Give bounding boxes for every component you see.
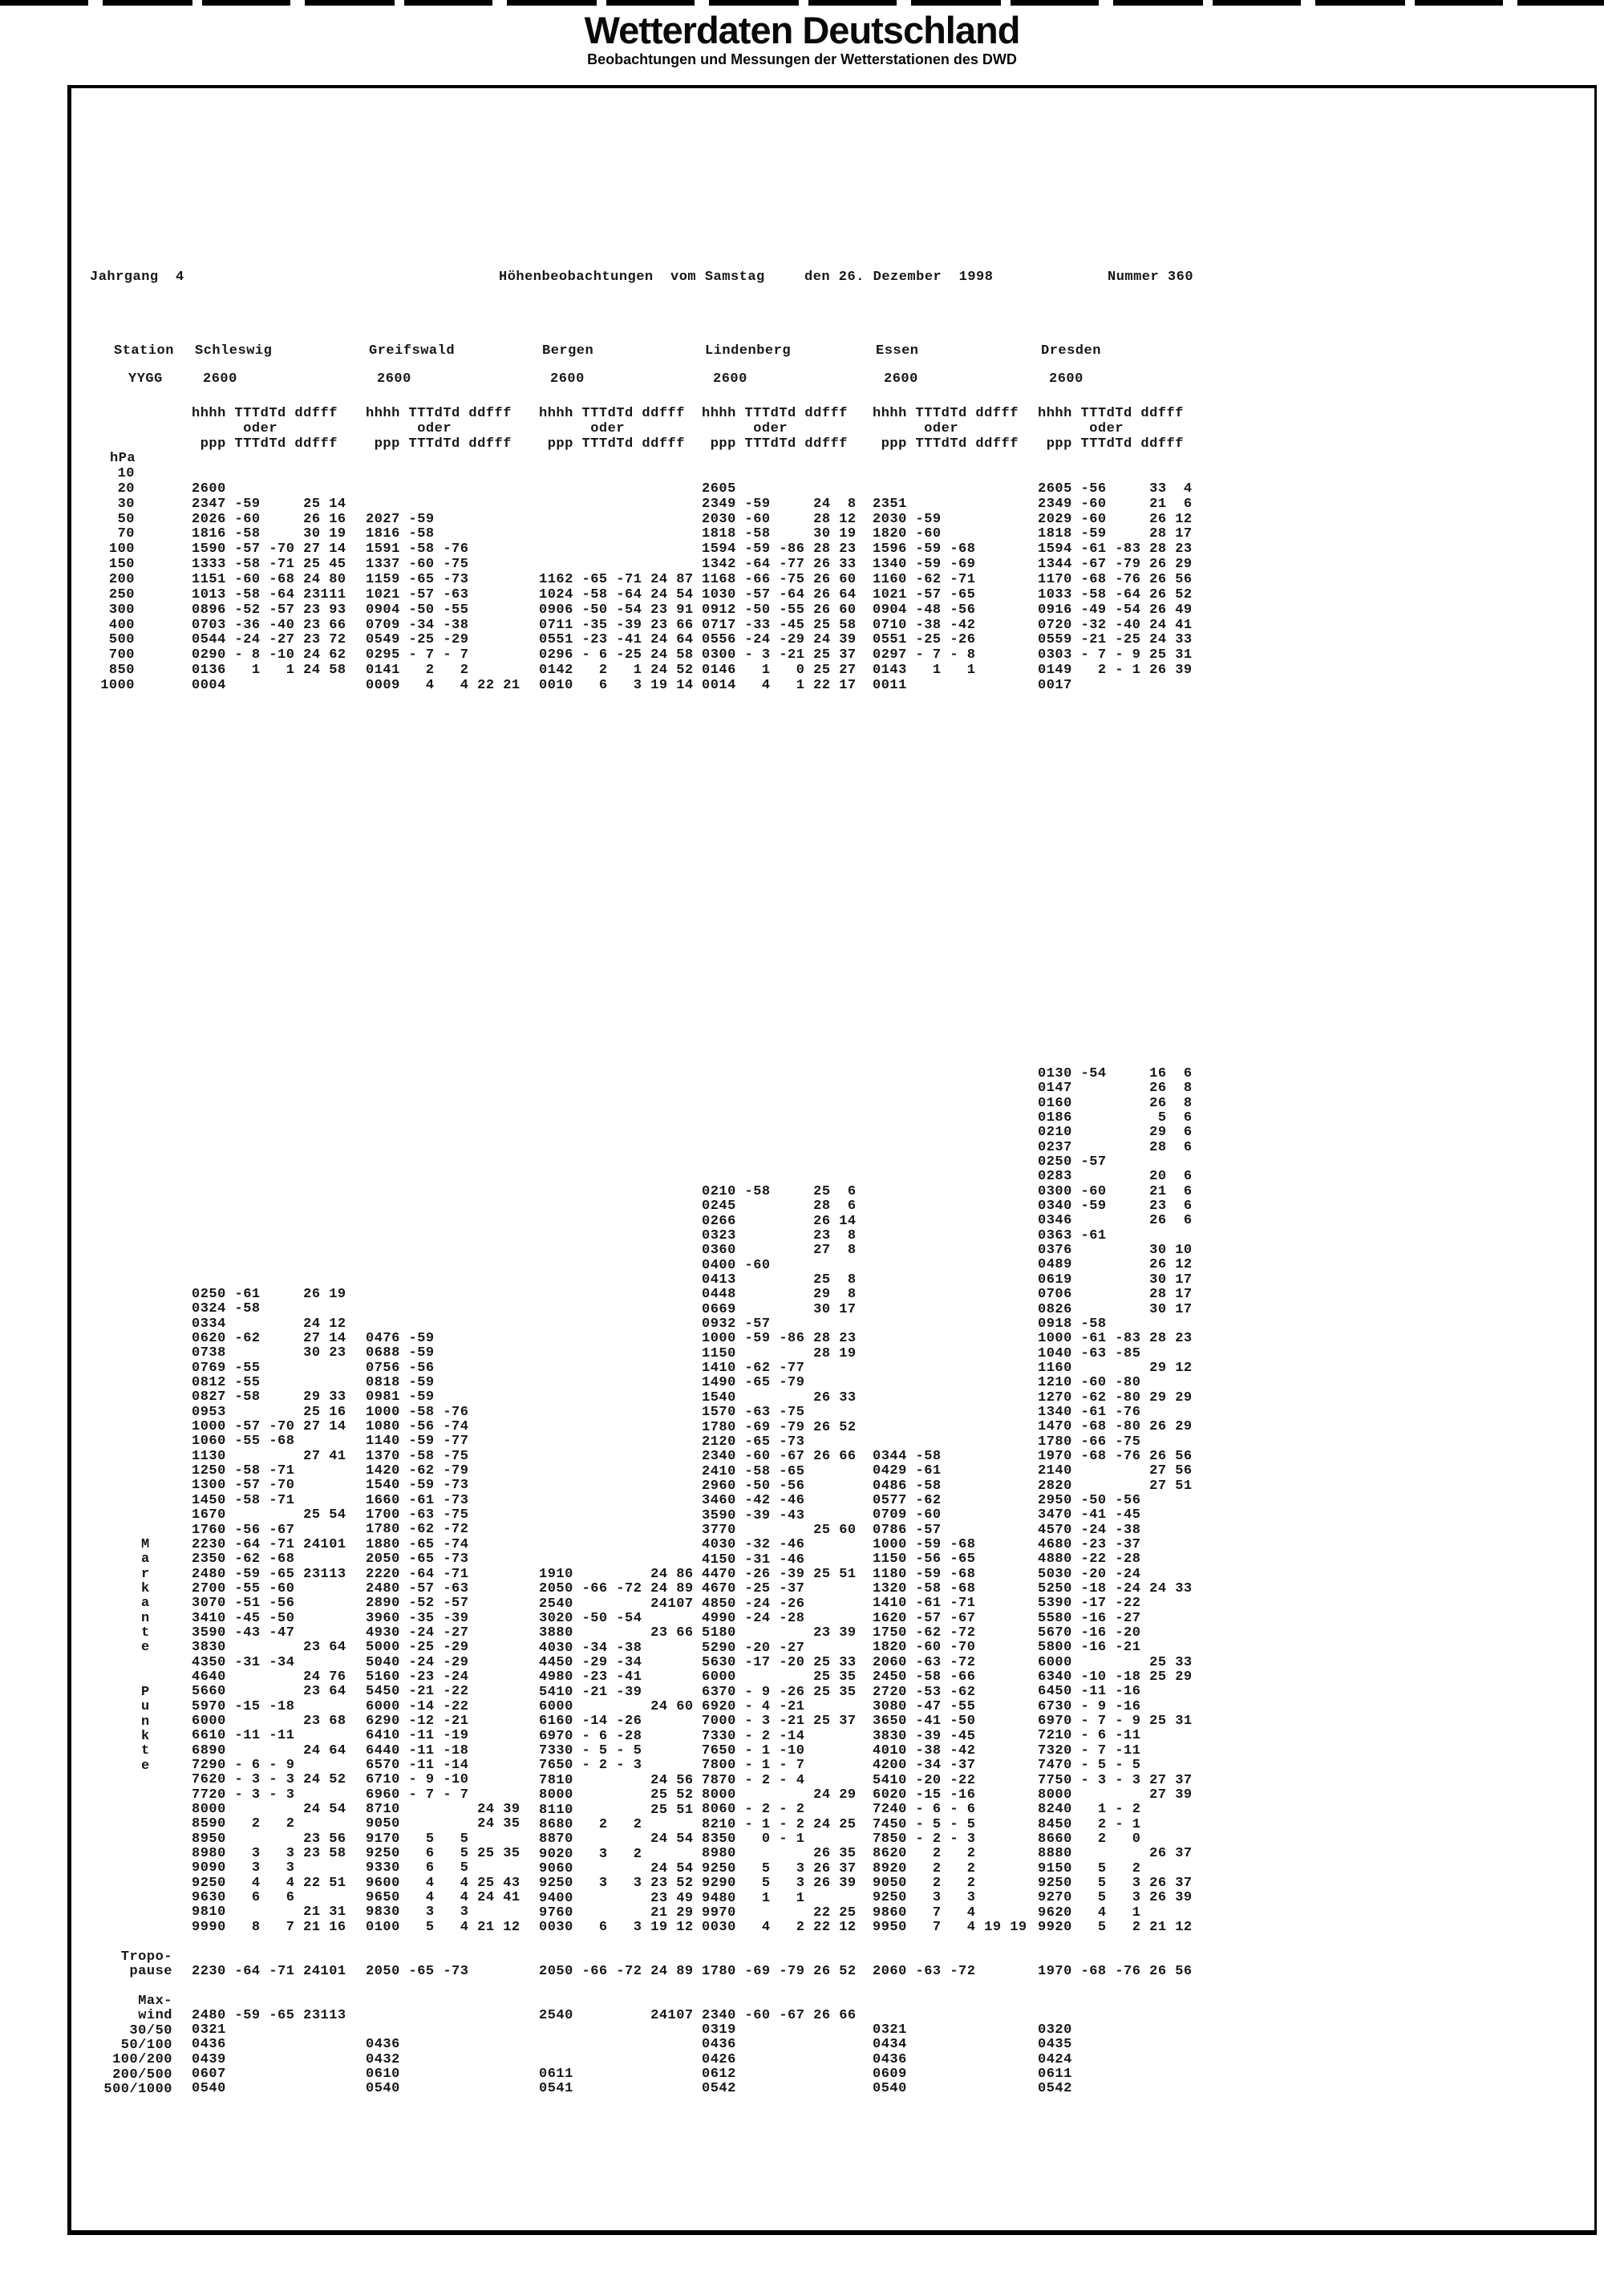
tropopause-data: 1780 -69 -79 26 52 bbox=[702, 1964, 857, 1979]
maxwind-data bbox=[1038, 2009, 1047, 2023]
mean-wind-data: 0320 0435 0424 0611 0542 bbox=[1038, 2022, 1072, 2097]
significant-levels-data: 0250 -61 26 19 0324 -58 0334 24 12 0620 … bbox=[192, 1287, 346, 1935]
tropopause-data: 2060 -63 -72 bbox=[873, 1964, 976, 1979]
column-format-header: hhhh TTTdTd ddfff oder ppp TTTdTd ddfff bbox=[192, 406, 338, 452]
bottom-row-labels: Tropo- pause Max- wind 30/50 50/100 100/… bbox=[103, 1949, 172, 2098]
mandatory-levels-data: 2605 2349 -59 24 8 2030 -60 28 12 1818 -… bbox=[702, 481, 857, 694]
maxwind-data: 2540 24107 bbox=[539, 2008, 694, 2023]
tropopause-data: 2230 -64 -71 24101 bbox=[192, 1964, 346, 1979]
column-format-header: hhhh TTTdTd ddfff oder ppp TTTdTd ddfff bbox=[702, 406, 848, 452]
significant-levels-data: 0210 -58 25 6 0245 28 6 0266 26 14 0323 … bbox=[702, 1184, 857, 1936]
mean-wind-data: 0321 0436 0439 0607 0540 bbox=[192, 2022, 226, 2097]
report-date: den 26. Dezember 1998 bbox=[804, 270, 994, 285]
mandatory-levels-data: 2600 2347 -59 25 14 2026 -60 26 16 1816 … bbox=[192, 481, 346, 694]
column-format-header: hhhh TTTdTd ddfff oder ppp TTTdTd ddfff bbox=[366, 406, 512, 452]
station-name: Dresden bbox=[1041, 343, 1101, 359]
significant-levels-data: 0130 -54 16 6 0147 26 8 0160 26 8 0186 5… bbox=[1038, 1066, 1193, 1935]
report-title: Höhenbeobachtungen vom Samstag bbox=[499, 270, 765, 285]
yygg-value: 2600 bbox=[377, 371, 411, 387]
maxwind-data bbox=[873, 2009, 881, 2023]
significant-levels-data: 0344 -58 0429 -61 0486 -58 0577 -62 0709… bbox=[873, 1449, 1027, 1935]
yygg-value: 2600 bbox=[1049, 371, 1084, 387]
page-subtitle: Beobachtungen und Messungen der Wetterst… bbox=[587, 51, 1017, 67]
yygg-value: 2600 bbox=[713, 371, 747, 387]
yygg-value: 2600 bbox=[203, 371, 237, 387]
station-name: Bergen bbox=[542, 343, 594, 359]
station-name: Lindenberg bbox=[705, 343, 792, 359]
mandatory-levels-data: 2351 2030 -59 1820 -60 1596 -59 -68 1340… bbox=[873, 496, 976, 694]
margin-label-markante: M a r k a n t e bbox=[141, 1537, 150, 1656]
significant-levels-data: 1910 24 86 2050 -66 -72 24 89 2540 24107… bbox=[539, 1567, 694, 1936]
tropopause-data: 2050 -65 -73 bbox=[366, 1964, 469, 1979]
mandatory-levels-data: 1162 -65 -71 24 87 1024 -58 -64 24 54 09… bbox=[539, 572, 694, 694]
page-title: Wetterdaten Deutschland bbox=[584, 9, 1021, 51]
column-format-header: hhhh TTTdTd ddfff oder ppp TTTdTd ddfff bbox=[873, 406, 1019, 452]
significant-levels-data: 0476 -59 0688 -59 0756 -56 0818 -59 0981… bbox=[366, 1331, 520, 1935]
pressure-level-labels: 10 20 30 50 70 100 150 200 250 300 400 5… bbox=[100, 466, 135, 694]
mean-wind-data: 0321 0434 0436 0609 0540 bbox=[873, 2022, 907, 2097]
column-format-header: hhhh TTTdTd ddfff oder ppp TTTdTd ddfff bbox=[1038, 406, 1184, 452]
mean-wind-data: 0436 0432 0610 0540 bbox=[366, 2037, 400, 2097]
yygg-label: YYGG bbox=[128, 371, 163, 387]
station-name: Greifswald bbox=[369, 343, 456, 359]
maxwind-data: 2340 -60 -67 26 66 bbox=[702, 2008, 857, 2023]
maxwind-data: 2480 -59 -65 23113 bbox=[192, 2008, 346, 2023]
content-box bbox=[67, 85, 1597, 2235]
margin-label-punkte: P u n k t e bbox=[141, 1685, 150, 1774]
scan-edge-artifact bbox=[0, 0, 1604, 6]
station-name: Essen bbox=[876, 343, 919, 359]
station-label: Station bbox=[114, 343, 174, 359]
tropopause-data: 1970 -68 -76 26 56 bbox=[1038, 1964, 1193, 1979]
mandatory-levels-data: 2605 -56 33 4 2349 -60 21 6 2029 -60 26 … bbox=[1038, 481, 1193, 694]
mean-wind-data: 0319 0436 0426 0612 0542 bbox=[702, 2022, 736, 2097]
maxwind-data bbox=[366, 2009, 375, 2023]
mean-wind-data: 0611 0541 bbox=[539, 2067, 573, 2097]
hpa-label: hPa bbox=[110, 451, 136, 466]
tropopause-data: 2050 -66 -72 24 89 bbox=[539, 1964, 694, 1979]
yygg-value: 2600 bbox=[884, 371, 918, 387]
mandatory-levels-data: 2027 -59 1816 -58 1591 -58 -76 1337 -60 … bbox=[366, 511, 520, 694]
yygg-value: 2600 bbox=[550, 371, 585, 387]
station-name: Schleswig bbox=[195, 343, 273, 359]
column-format-header: hhhh TTTdTd ddfff oder ppp TTTdTd ddfff bbox=[539, 406, 685, 452]
jahrgang-label: Jahrgang 4 bbox=[90, 270, 184, 285]
issue-number: Nummer 360 bbox=[1108, 270, 1194, 285]
